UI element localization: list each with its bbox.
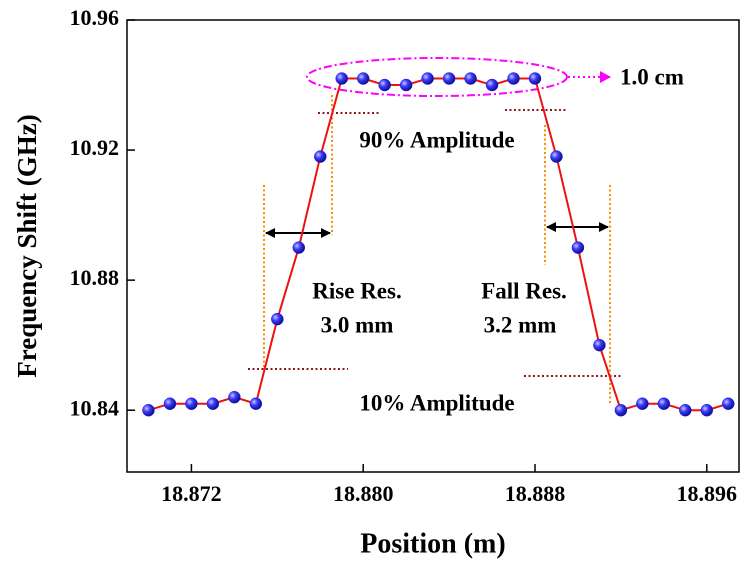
data-point	[657, 397, 671, 410]
y-tick-label: 10.84	[70, 395, 120, 420]
plot-frame	[126, 19, 740, 473]
annotation-shapes	[248, 57, 623, 405]
x-tick-label: 18.896	[677, 481, 738, 506]
data-point	[485, 78, 499, 92]
annotation: 3.2 mm	[484, 312, 557, 337]
series-line	[148, 77, 729, 412]
y-tick-label: 10.96	[70, 5, 120, 30]
annotation: Rise Res.	[312, 278, 401, 303]
x-axis-label: Position (m)	[360, 528, 505, 559]
y-tick-label: 10.92	[70, 135, 120, 160]
data-point	[464, 72, 477, 85]
data-point	[399, 78, 413, 92]
data-point	[292, 241, 306, 254]
data-point	[593, 338, 606, 352]
data-point	[314, 150, 327, 163]
data-point	[206, 397, 220, 410]
data-point	[722, 397, 735, 410]
ellipse	[306, 57, 568, 97]
data-point	[335, 72, 348, 85]
data-point	[421, 72, 434, 85]
annotation: 10% Amplitude	[359, 390, 514, 415]
data-point	[636, 397, 649, 410]
annotation: 3.0 mm	[321, 312, 394, 337]
data-point	[442, 72, 456, 85]
data-point	[550, 150, 563, 163]
y-axis-label: Frequency Shift (GHz)	[12, 114, 42, 377]
x-tick-label: 18.880	[333, 481, 394, 506]
data-point	[356, 72, 370, 85]
data-point	[700, 403, 714, 417]
y-tick-label: 10.88	[70, 265, 120, 290]
data-point	[249, 397, 263, 410]
annotation: 1.0 cm	[620, 64, 684, 89]
data-point	[507, 72, 520, 85]
data-point	[228, 390, 241, 404]
annotation: Fall Res.	[481, 278, 567, 303]
data-point	[142, 403, 155, 417]
data-point	[163, 397, 177, 410]
annotation: 90% Amplitude	[359, 127, 514, 152]
data-point	[271, 312, 284, 326]
data-point	[614, 403, 628, 417]
data-point	[528, 72, 542, 85]
data-point	[679, 403, 692, 417]
data-point	[378, 78, 391, 92]
x-tick-label: 18.888	[505, 481, 566, 506]
data-point	[571, 241, 585, 254]
data-point	[185, 397, 198, 410]
x-tick-label: 18.872	[161, 481, 222, 506]
